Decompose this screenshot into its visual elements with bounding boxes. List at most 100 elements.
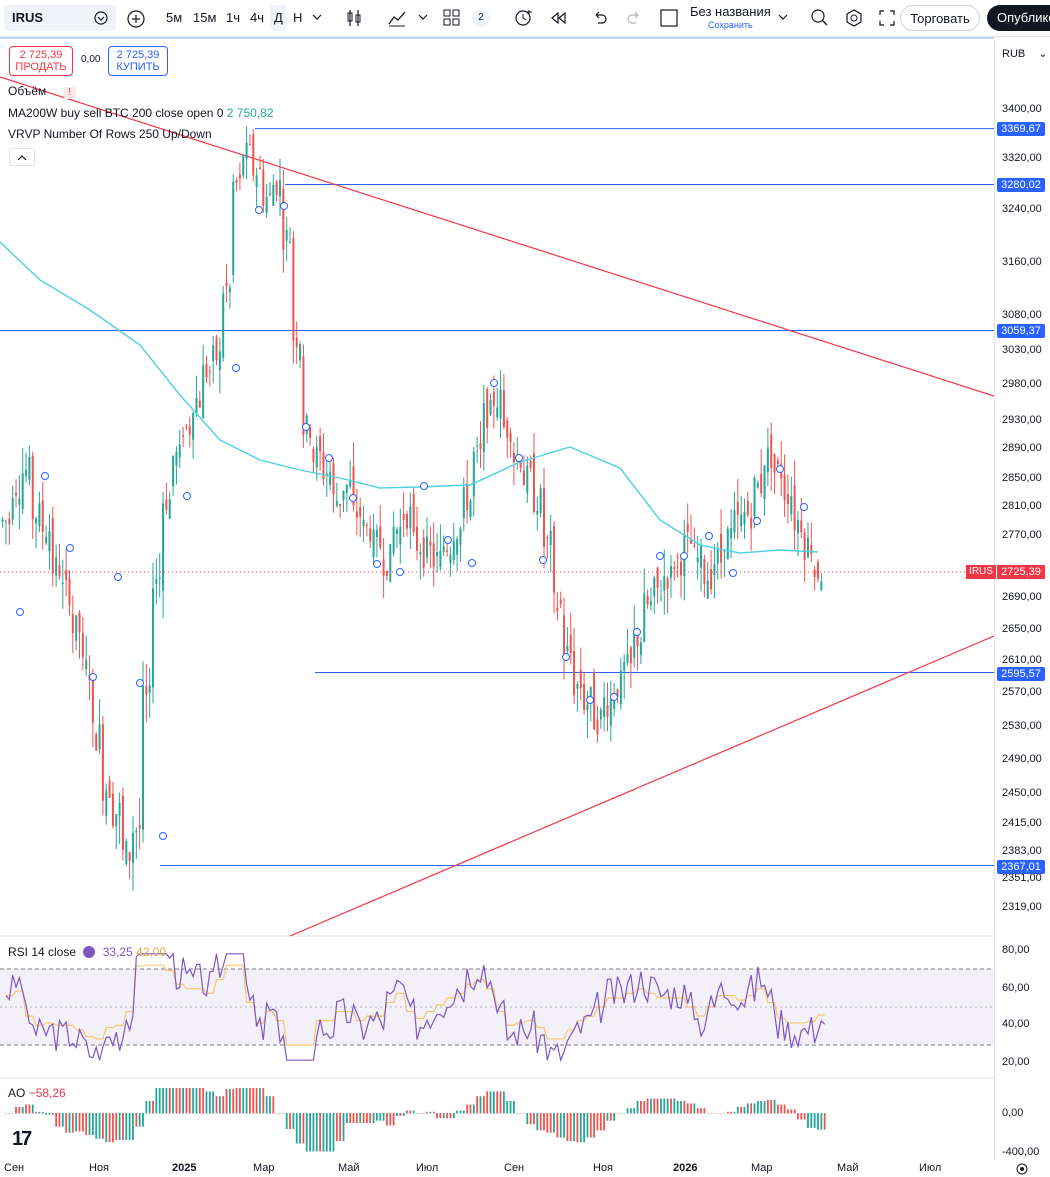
currency-selector[interactable]: RUB ⌄ [1002, 47, 1048, 60]
ao-bar [376, 1113, 378, 1121]
signal-marker[interactable] [89, 673, 97, 681]
volume-legend[interactable]: Объём ! [8, 84, 76, 99]
candle [462, 487, 465, 519]
rsi-sync-icon[interactable] [83, 946, 96, 958]
chevron-down-icon[interactable] [312, 14, 322, 22]
redo-icon[interactable] [626, 10, 642, 26]
signal-marker[interactable] [610, 693, 618, 701]
signal-marker[interactable] [680, 552, 688, 560]
candles-icon[interactable] [345, 8, 363, 28]
ao-bar [429, 1111, 432, 1114]
price-chart[interactable] [0, 40, 994, 1160]
fullscreen-icon[interactable] [879, 10, 895, 26]
price-axis[interactable] [994, 40, 1050, 1160]
trendline-upper[interactable] [0, 76, 994, 397]
ao-bar [766, 1099, 769, 1114]
sell-button[interactable]: 2 725,39 ПРОДАТЬ [9, 46, 73, 76]
signal-marker[interactable] [16, 608, 24, 616]
signal-marker[interactable] [420, 482, 428, 490]
signal-marker[interactable] [280, 202, 288, 210]
undo-icon[interactable] [592, 10, 608, 26]
rsi-legend[interactable]: RSI 14 close 33,25 42,00 [8, 945, 166, 959]
signal-marker[interactable] [562, 653, 570, 661]
signal-marker[interactable] [633, 628, 641, 636]
ao-bar [523, 1113, 525, 1114]
candle [446, 550, 449, 553]
vrvp-legend[interactable]: VRVP Number Of Rows 250 Up/Down [8, 127, 212, 141]
interval-week[interactable]: Н [293, 10, 303, 25]
tradingview-logo[interactable]: 17 [12, 1128, 32, 1150]
signal-marker[interactable] [373, 560, 381, 568]
ao-bar [61, 1113, 64, 1127]
signal-marker[interactable] [586, 696, 594, 704]
candle [449, 554, 452, 564]
buy-button[interactable]: 2 725,39 КУПИТЬ [108, 46, 168, 76]
interval-1h[interactable]: 1ч [226, 10, 241, 25]
alert-icon[interactable] [514, 8, 534, 28]
rsi-line[interactable] [5, 952, 826, 1063]
signal-marker[interactable] [325, 454, 333, 462]
compare-icon[interactable] [94, 11, 108, 25]
signal-marker[interactable] [183, 492, 191, 500]
quick-search-icon[interactable] [810, 8, 830, 28]
signal-marker[interactable] [539, 556, 547, 564]
ma-legend[interactable]: MA200W buy sell BTC 200 close open 0 2 7… [8, 106, 274, 120]
interval-day[interactable]: Д [270, 5, 287, 31]
warning-icon[interactable]: ! [63, 87, 76, 99]
signal-marker[interactable] [800, 503, 808, 511]
layout-save-status[interactable]: Сохранить [708, 20, 753, 30]
ao-bar [573, 1113, 575, 1142]
add-symbol-icon[interactable] [127, 10, 145, 28]
candle [539, 488, 542, 513]
signal-marker[interactable] [776, 465, 784, 473]
layout-count-badge[interactable]: 2 [472, 9, 490, 27]
ao-bar [125, 1113, 128, 1140]
symbol-search[interactable]: IRUS [4, 5, 116, 31]
trendline-lower[interactable] [289, 635, 994, 937]
trade-button[interactable]: Торговать [900, 5, 980, 31]
chevron-down-icon[interactable] [418, 14, 428, 22]
signal-marker[interactable] [349, 494, 357, 502]
ma200-line[interactable] [0, 241, 819, 554]
settings-icon[interactable] [845, 9, 863, 27]
interval-15m[interactable]: 15м [193, 10, 217, 25]
signal-marker[interactable] [705, 532, 713, 540]
ao-bar [386, 1113, 388, 1126]
collapse-legend-button[interactable] [9, 148, 35, 166]
ao-legend[interactable]: AO −58,26 [8, 1086, 66, 1100]
axis-settings-icon[interactable] [1015, 1162, 1029, 1176]
signal-marker[interactable] [66, 544, 74, 552]
signal-marker[interactable] [490, 379, 498, 387]
signal-marker[interactable] [159, 832, 167, 840]
signal-marker[interactable] [753, 517, 761, 525]
layout-name[interactable]: Без названия [690, 4, 771, 19]
ao-bar [636, 1101, 639, 1114]
signal-marker[interactable] [396, 568, 404, 576]
ao-bar [416, 1113, 418, 1114]
signal-marker[interactable] [656, 552, 664, 560]
layout-square-icon[interactable] [660, 9, 678, 27]
candle [482, 403, 485, 453]
signal-marker[interactable] [41, 472, 49, 480]
interval-4h[interactable]: 4ч [250, 10, 265, 25]
interval-5m[interactable]: 5м [166, 10, 183, 25]
signal-marker[interactable] [255, 206, 263, 214]
signal-marker[interactable] [302, 423, 310, 431]
signal-marker[interactable] [468, 559, 476, 567]
ao-bar [38, 1111, 41, 1114]
signal-marker[interactable] [114, 573, 122, 581]
replay-icon[interactable] [550, 10, 568, 26]
candle [716, 549, 719, 564]
signal-marker[interactable] [136, 679, 144, 687]
rsi-name: RSI 14 close [8, 945, 77, 959]
signal-marker[interactable] [232, 364, 240, 372]
candle [753, 477, 756, 517]
chevron-down-icon[interactable] [778, 14, 788, 22]
publish-button[interactable]: Опублико [987, 5, 1050, 31]
signal-marker[interactable] [444, 536, 452, 544]
ao-bar [65, 1113, 68, 1133]
signal-marker[interactable] [729, 569, 737, 577]
indicators-icon[interactable] [387, 8, 407, 28]
signal-marker[interactable] [515, 454, 523, 462]
layouts-icon[interactable] [443, 9, 461, 27]
